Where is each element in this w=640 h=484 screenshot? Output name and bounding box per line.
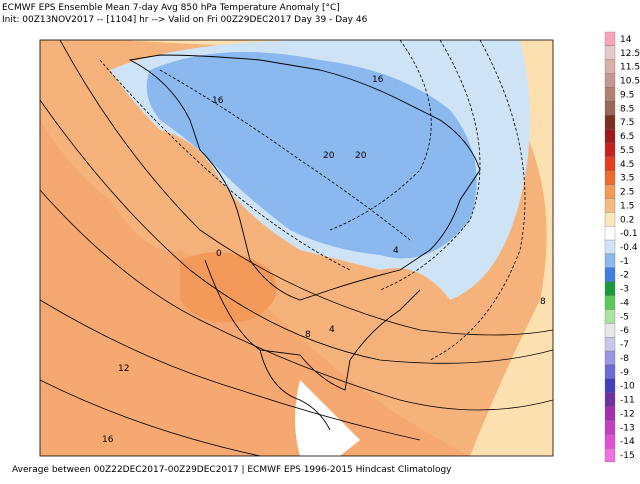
contour-label: 4	[393, 246, 399, 256]
contour-label: 16	[212, 96, 224, 106]
contour-label: 20	[323, 151, 335, 161]
colorbar-label: -10	[620, 382, 635, 392]
colorbar-label: 14	[620, 35, 632, 45]
colorbar-label: 4.5	[620, 160, 634, 170]
contour-label: 8	[305, 330, 311, 340]
colorbar-label: -13	[620, 423, 635, 433]
colorbar-label: 10.5	[620, 77, 640, 87]
colorbar-swatch	[604, 253, 616, 268]
colorbar-label: -0.1	[620, 229, 638, 239]
colorbar-label: -11	[620, 396, 635, 406]
colorbar-swatch	[604, 323, 616, 338]
colorbar-label: -5	[620, 312, 629, 322]
colorbar-swatch	[604, 364, 616, 379]
colorbar-swatch	[604, 434, 616, 449]
colorbar-swatch	[604, 156, 616, 171]
colorbar-swatch	[604, 142, 616, 157]
colorbar-swatch	[604, 87, 616, 102]
colorbar-label: 11.5	[620, 63, 640, 73]
colorbar-label: -1	[620, 257, 629, 267]
colorbar-label: -4	[620, 298, 629, 308]
colorbar-label: -15	[620, 451, 635, 461]
colorbar-swatch	[604, 226, 616, 241]
colorbar-swatch	[604, 170, 616, 185]
contour-label: 12	[118, 364, 129, 374]
colorbar-swatch	[604, 337, 616, 352]
subtitle: Init: 00Z13NOV2017 -- [1104] hr --> Vali…	[2, 15, 368, 25]
colorbar-swatch	[604, 392, 616, 407]
colorbar-label: -3	[620, 285, 629, 295]
contour-label: 16	[372, 75, 384, 85]
map-frame	[39, 39, 554, 457]
colorbar-swatch	[604, 45, 616, 60]
colorbar-swatch	[604, 420, 616, 435]
colorbar-label: -9	[620, 368, 629, 378]
colorbar-swatch	[604, 378, 616, 393]
contour-label: 16	[102, 435, 114, 445]
contour-labels: 16 16 20 20 8 4 4 8 12 16 0	[102, 75, 546, 445]
colorbar-label: -0.4	[620, 243, 638, 253]
colorbar-label: 12.5	[620, 49, 640, 59]
colorbar-label: -2	[620, 271, 629, 281]
colorbar-swatch	[604, 198, 616, 213]
title: ECMWF EPS Ensemble Mean 7-day Avg 850 hP…	[2, 3, 340, 13]
colorbar-label: 3.5	[620, 174, 634, 184]
colorbar-swatch	[604, 212, 616, 227]
colorbar: 14 12.5 11.5 10.5 9.5 8.5 7.5 6.5 5.5 4.5 3.5 2.5 1.…	[604, 31, 640, 463]
colorbar-label: 6.5	[620, 132, 634, 142]
colorbar-swatch	[604, 31, 616, 47]
colorbar-swatch	[604, 239, 616, 255]
colorbar-label: 8.5	[620, 104, 634, 114]
contour-label: 0	[216, 249, 222, 259]
colorbar-swatch	[604, 447, 616, 463]
footer: Average between 00Z22DEC2017-00Z29DEC201…	[12, 465, 452, 475]
colorbar-label: -7	[620, 340, 629, 350]
colorbar-swatch	[604, 309, 616, 324]
colorbar-swatch	[604, 406, 616, 421]
colorbar-swatch	[604, 101, 616, 116]
colorbar-swatch	[604, 59, 616, 74]
colorbar-swatch	[604, 295, 616, 310]
colorbar-swatch	[604, 73, 616, 88]
contour-label: 4	[329, 325, 335, 335]
map	[40, 40, 553, 456]
colorbar-label: 1.5	[620, 201, 634, 211]
colorbar-label: 7.5	[620, 118, 634, 128]
colorbar-label: 2.5	[620, 188, 634, 198]
colorbar-label: 9.5	[620, 90, 634, 100]
colorbar-swatch	[604, 128, 616, 144]
contour-label: 20	[355, 151, 367, 161]
colorbar-swatch	[604, 267, 616, 282]
colorbar-label: -12	[620, 409, 635, 419]
colorbar-swatch	[604, 184, 616, 199]
colorbar-label: -6	[620, 326, 629, 336]
colorbar-swatch	[604, 350, 616, 366]
colorbar-label: 5.5	[620, 146, 634, 156]
colorbar-swatch	[604, 281, 616, 296]
colorbar-label: -14	[620, 437, 635, 447]
contour-label: 8	[540, 297, 546, 307]
colorbar-label: 0.2	[620, 215, 634, 225]
colorbar-swatch	[604, 115, 616, 130]
colorbar-label: -8	[620, 354, 629, 364]
